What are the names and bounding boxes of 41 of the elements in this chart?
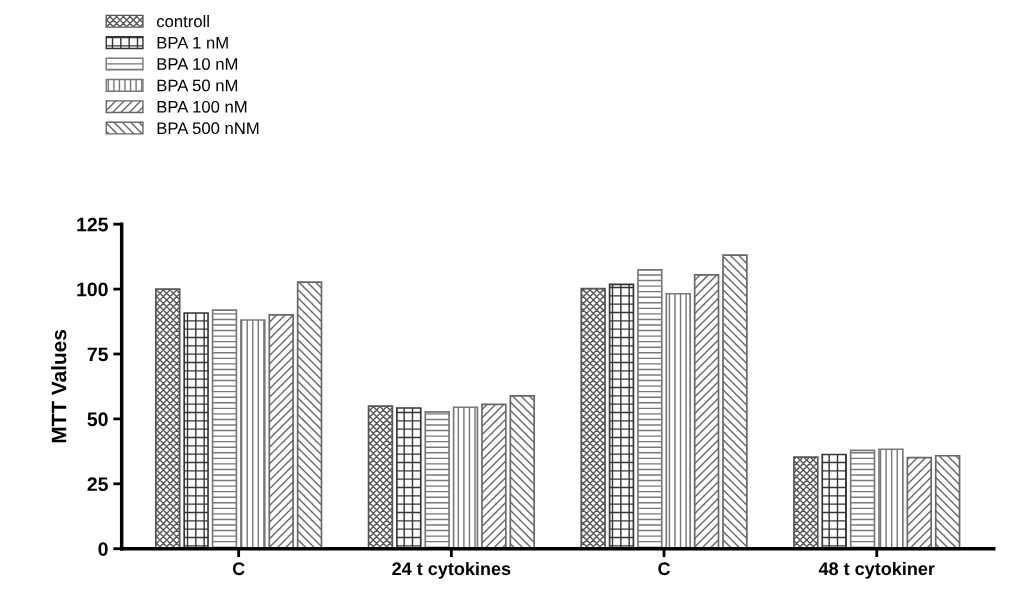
bar bbox=[240, 319, 266, 549]
bar bbox=[367, 405, 394, 549]
y-tick-label: 0 bbox=[98, 542, 108, 556]
y-tick-label: 125 bbox=[77, 217, 108, 232]
y-tick-label: 100 bbox=[77, 282, 108, 297]
bar bbox=[637, 269, 663, 549]
legend-label: controll bbox=[156, 15, 209, 28]
bar bbox=[934, 454, 961, 549]
y-tick-label: 50 bbox=[87, 412, 108, 427]
bar bbox=[481, 403, 507, 549]
y-axis-title: MTT Values bbox=[51, 329, 67, 443]
x-tick-label: 48 t cytokiner bbox=[818, 561, 935, 579]
bar bbox=[268, 313, 294, 549]
y-tick-label: 25 bbox=[87, 477, 108, 492]
bar bbox=[580, 287, 606, 549]
bar bbox=[693, 273, 720, 549]
legend-label: BPA 500 nNM bbox=[157, 122, 259, 135]
bar bbox=[821, 453, 847, 549]
x-tick-label: C bbox=[658, 562, 671, 576]
bar bbox=[296, 281, 323, 549]
legend-label: BPA 1 nM bbox=[157, 36, 228, 49]
bar bbox=[906, 456, 933, 549]
legend-label: BPA 50 nM bbox=[157, 79, 238, 92]
bar bbox=[396, 407, 422, 549]
bar bbox=[452, 406, 479, 549]
x-tick-label: 24 t cytokines bbox=[392, 561, 511, 579]
bar bbox=[424, 411, 450, 549]
legend-label: BPA 100 nM bbox=[157, 100, 247, 113]
bar bbox=[665, 292, 691, 549]
bar bbox=[878, 448, 904, 549]
bar bbox=[608, 283, 635, 549]
x-tick-label: C bbox=[232, 562, 245, 576]
y-tick-label: 75 bbox=[87, 347, 108, 362]
bar bbox=[211, 309, 238, 549]
bar bbox=[155, 288, 181, 549]
bar bbox=[849, 449, 876, 549]
legend-label: BPA 10 nM bbox=[157, 58, 238, 70]
bar bbox=[183, 312, 209, 549]
bar bbox=[509, 394, 535, 549]
bar bbox=[722, 254, 748, 549]
bar bbox=[793, 456, 819, 549]
